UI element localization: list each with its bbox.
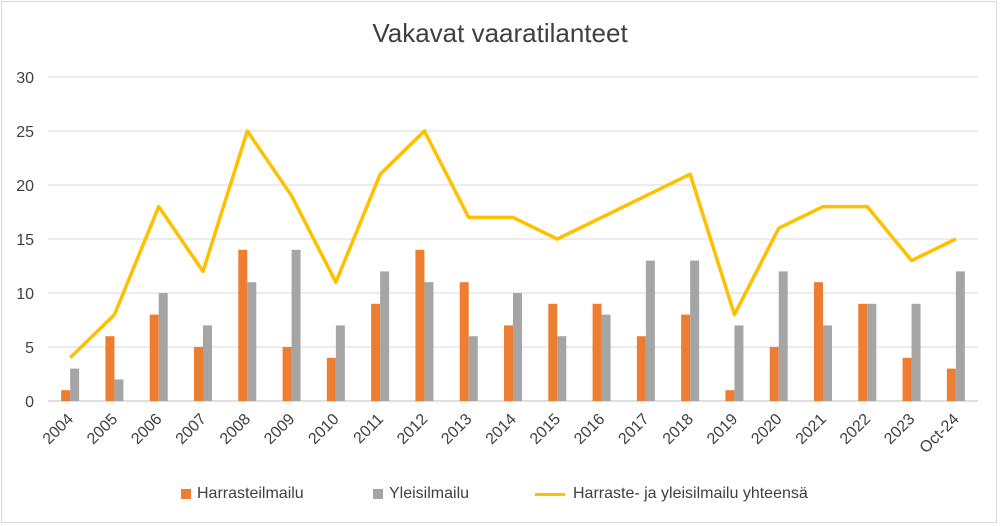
y-tick-label: 20: [16, 178, 34, 195]
y-tick-label: 25: [16, 124, 34, 141]
y-tick-label: 5: [25, 340, 34, 357]
chart-title: Vakavat vaaratilanteet: [372, 18, 628, 48]
x-tick-label: 2005: [84, 411, 121, 448]
x-tick-label: 2011: [351, 411, 387, 447]
bar-harrasteilmailu-2011: [371, 303, 381, 401]
bar-harrasteilmailu-2004: [61, 390, 71, 401]
bar-yleisilmailu-2022: [867, 303, 877, 401]
legend-label-harrasteilmailu: Harrasteilmailu: [197, 485, 304, 502]
legend-item-yhteensa: Harraste- ja yleisilmailu yhteensä: [535, 485, 808, 503]
bar-yleisilmailu-2009: [291, 249, 301, 401]
x-tick-label: 2007: [173, 411, 210, 448]
legend-item-yleisilmailu: Yleisilmailu: [373, 485, 469, 503]
bar-harrasteilmailu-2020: [769, 347, 779, 401]
bar-harrasteilmailu-2019: [725, 390, 735, 401]
x-tick-label: 2014: [483, 411, 520, 448]
x-tick-label: 2021: [793, 411, 830, 448]
bar-yleisilmailu-2010: [335, 325, 345, 401]
bar-harrasteilmailu-2008: [238, 249, 248, 401]
x-tick-label: 2016: [571, 411, 608, 448]
x-tick-label: 2020: [748, 411, 785, 448]
x-tick-label: 2010: [305, 411, 342, 448]
x-tick-label: 2023: [881, 411, 918, 448]
bar-harrasteilmailu-2005: [105, 336, 115, 401]
line-yhteensa: [68, 129, 957, 360]
bar-harrasteilmailu-2006: [149, 314, 159, 401]
bar-yleisilmailu-2016: [601, 314, 611, 401]
bar-yleisilmailu-2007: [203, 325, 212, 401]
legend-swatch-harrasteilmailu: [181, 489, 191, 499]
y-tick-label: 0: [25, 394, 34, 411]
y-tick-label: 10: [16, 286, 34, 303]
bar-yleisilmailu-2004: [70, 368, 80, 401]
bar-yleisilmailu-2008: [247, 282, 257, 401]
y-tick-label: 15: [16, 232, 34, 249]
x-tick-label: 2013: [438, 411, 475, 448]
bar-harrasteilmailu-2017: [636, 336, 646, 401]
x-tick-label: 2015: [527, 411, 564, 448]
bar-harrasteilmailu-2014: [504, 325, 513, 401]
x-tick-label: Oct-24: [917, 411, 963, 457]
x-tick-label: 2018: [660, 411, 697, 448]
bar-yleisilmailu-2014: [513, 293, 522, 401]
legend-label-yhteensa: Harraste- ja yleisilmailu yhteensä: [573, 485, 808, 502]
chart-legend: Harrasteilmailu Yleisilmailu Harraste- j…: [0, 485, 1000, 509]
legend-swatch-yhteensa: [535, 492, 565, 496]
x-tick-label: 2022: [837, 411, 874, 448]
legend-item-harrasteilmailu: Harrasteilmailu: [181, 485, 304, 503]
x-tick-label: 2006: [128, 411, 165, 448]
bar-yleisilmailu-2023: [911, 303, 921, 401]
bar-harrasteilmailu-2015: [548, 303, 558, 401]
y-tick-label: 30: [16, 70, 34, 87]
x-tick-label: 2019: [704, 411, 741, 448]
x-tick-label: 2009: [261, 411, 298, 448]
bar-harrasteilmailu-2022: [858, 303, 868, 401]
bar-harrasteilmailu-2010: [326, 357, 336, 401]
bar-yleisilmailu-2006: [158, 293, 168, 401]
bar-harrasteilmailu-2013: [459, 282, 469, 401]
bar-harrasteilmailu-2016: [592, 303, 602, 401]
bar-yleisilmailu-2005: [114, 379, 124, 401]
bar-yleisilmailu-2019: [734, 325, 744, 401]
x-tick-label: 2017: [615, 411, 652, 448]
bar-harrasteilmailu-2012: [415, 249, 425, 401]
x-tick-label: 2008: [217, 411, 254, 448]
bar-yleisilmailu-2017: [645, 260, 655, 401]
bar-yleisilmailu-2018: [690, 260, 700, 401]
bar-harrasteilmailu-2009: [282, 347, 292, 401]
bar-harrasteilmailu-2007: [194, 347, 203, 401]
bar-harrasteilmailu-oct-24: [946, 368, 956, 401]
bar-yleisilmailu-2020: [778, 271, 788, 401]
legend-label-yleisilmailu: Yleisilmailu: [389, 485, 470, 502]
bar-yleisilmailu-2015: [557, 336, 567, 401]
bar-yleisilmailu-2021: [823, 325, 832, 401]
bar-yleisilmailu-2011: [380, 271, 390, 401]
bar-harrasteilmailu-2021: [814, 282, 823, 401]
bar-yleisilmailu-oct-24: [955, 271, 965, 401]
x-tick-label: 2004: [40, 411, 77, 448]
bar-yleisilmailu-2013: [468, 336, 478, 401]
legend-swatch-yleisilmailu: [373, 489, 383, 499]
bar-yleisilmailu-2012: [424, 282, 434, 401]
bar-harrasteilmailu-2018: [681, 314, 691, 401]
x-tick-label: 2012: [394, 411, 431, 448]
bar-harrasteilmailu-2023: [902, 357, 912, 401]
